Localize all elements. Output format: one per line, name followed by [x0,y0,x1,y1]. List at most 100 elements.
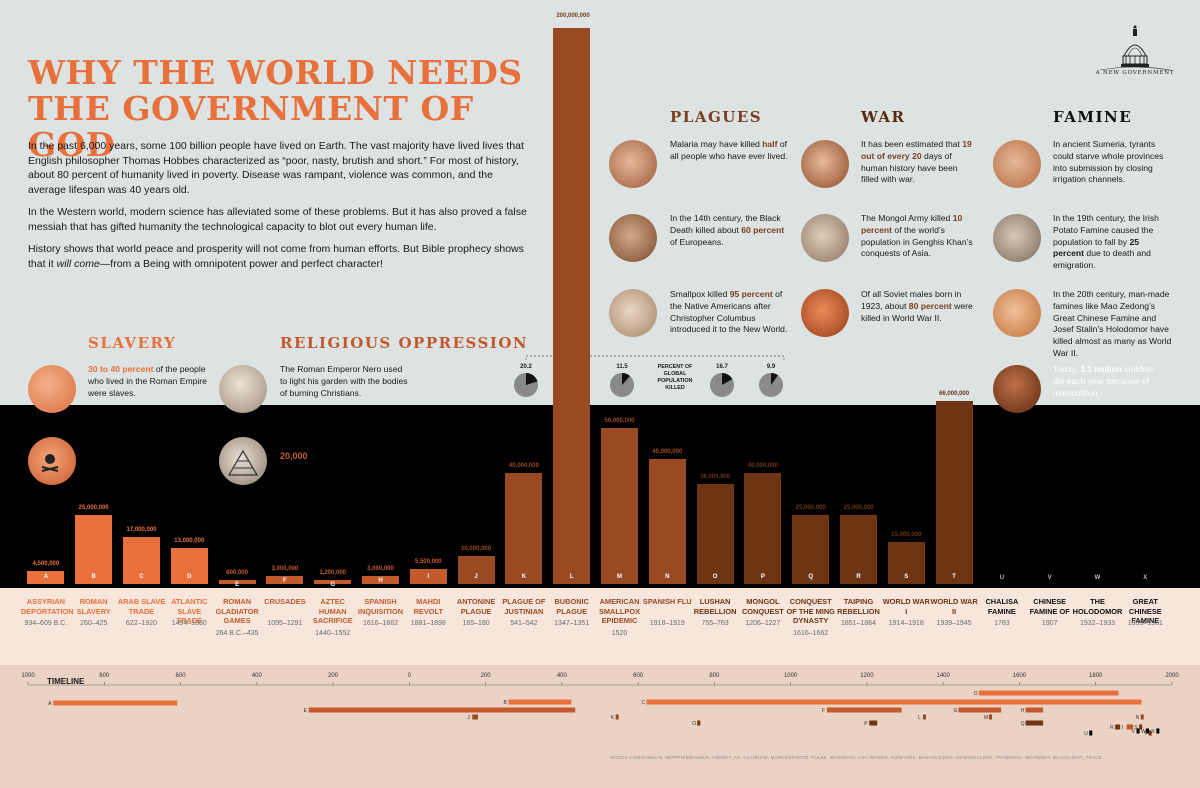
capitol-dome-icon [1099,25,1171,71]
pie-value: 16.7 [716,364,728,370]
category-name: BUBONIC PLAGUE [554,597,589,616]
category-name: MAHDI REVOLT [413,597,444,616]
timeline-span-n [1140,714,1144,720]
timeline-span-h [1025,707,1044,713]
bar-e [218,580,256,584]
intro-p3-b: —from a Being with omnipotent power and … [99,257,383,270]
pie-slice [771,373,778,385]
bar-b [75,514,113,584]
famine-f4-a: Today, [1053,364,1081,374]
timeline-span-letter: L [918,715,921,721]
category-date: 622–1920 [125,620,158,627]
bar-n [648,458,686,584]
plagues-f3-b: of the Native Americans after Christophe… [670,289,788,335]
timeline-span-p [869,720,878,726]
slavery-fact-highlight: 30 to 40 percent [88,364,154,374]
plagues-fact-1: Malaria may have killed half of all peop… [670,139,790,163]
page-title: WHY THE WORLD NEEDS THE GOVERNMENT OF GO… [28,55,568,163]
bar-t [935,400,973,584]
timeline-span-letter: J [467,715,470,721]
wheat-field-icon [993,289,1041,337]
bar-j [457,556,495,584]
category-name: ROMAN GLADIATOR GAMES [215,597,259,625]
religious-fact: The Roman Emperor Nero used to light his… [280,364,408,398]
war-f2-hl: 10 percent [861,213,963,235]
bar-value-label: 13,000,000 [174,537,205,544]
bar-value-label: 25,000,000 [78,504,109,511]
intro-text: In the past 6,000 years, some 100 billio… [28,139,528,279]
bar-value-label: 1,200,000 [319,570,347,576]
title-line-2: THE GOVERNMENT OF GOD [28,89,474,164]
bar-o [696,483,734,584]
bar-letter: W [1094,575,1101,581]
war-f1-hl: 19 out of every 20 [861,139,972,161]
bar-value-label: 17,000,000 [126,526,157,533]
category-name: SPANISH INQUISITION [357,597,404,616]
timeline-span-a [53,700,178,706]
bar-s [887,542,925,584]
famine-fact-4: Today, 3.1 million children die each yea… [1053,364,1168,399]
potatoes-icon [993,214,1041,262]
category-name: PLAGUE OF JUSTINIAN [502,597,546,616]
aztec-pyramid-icon [219,437,267,485]
category-date: 1616–1662 [793,629,829,637]
category-date: 1347–1351 [554,620,590,627]
timeline-span-letter: E [304,708,308,714]
famine-fact-1: In ancient Sumeria, tyrants could starve… [1053,139,1164,185]
timeline-span-letter: G [953,708,957,714]
ship-icon [609,289,657,337]
bar-g [314,580,352,584]
bar-value-label: 66,000,000 [939,390,970,397]
category-date: 1881–1898 [410,620,446,627]
timeline-tick-label: 600 [633,673,644,679]
timeline-span-letter: R [1110,725,1114,731]
timeline-span-letter: A [48,701,52,707]
timeline-span-v [1136,728,1140,734]
bar-top-label: 200,000,000 [556,13,590,19]
timeline-tick-label: 2000 [1165,673,1179,679]
timeline-span-s [1139,724,1143,730]
title-line-1: WHY THE WORLD NEEDS [28,53,523,92]
plagues-f1-a: Malaria may have killed [670,139,763,149]
bar-value-label: 15,000,000 [891,532,922,539]
war-fact-3: Of all Soviet males born in 1923, about … [861,289,973,324]
category-name: THE HOLODOMOR [1072,597,1123,616]
war-heading: WAR [861,108,906,126]
plagues-f1-hl: half [762,139,778,149]
bar-value-label: 4,500,000 [32,561,60,568]
war-f2-a: The Mongol Army killed [861,213,953,223]
timeline-label: TIMELINE [47,677,85,686]
war-f2-b: of the world’s population in Genghis Kha… [861,224,973,259]
pie-slice [722,373,733,385]
category-date: 934–609 B.C. [24,620,68,627]
bar-letter: J [474,574,478,580]
category-name: ROMAN SLAVERY [76,597,111,616]
timeline-span-k [615,714,619,720]
category-date: 1959–1961 [1127,620,1163,627]
timeline-span-t [1148,730,1152,736]
timeline-span-b [508,699,572,705]
bar-c [123,536,160,584]
plagues-f2-b: of Europeans. [670,236,724,247]
logo-caption: A NEW GOVERNMENT [1095,70,1175,76]
bar-letter: U [999,575,1005,581]
timeline-span-letter: T [1144,731,1147,737]
bar-letter: N [665,574,670,580]
intro-paragraph-3: History shows that world peace and prosp… [28,242,528,271]
timeline-span-g [958,707,1002,713]
timeline-tick-label: 800 [709,673,720,679]
timeline-tick-label: 400 [251,673,262,679]
category-date: 1932–1933 [1079,620,1116,627]
category-date: 1783 [994,620,1010,627]
timeline-tick-label: 400 [556,673,567,679]
category-name: ASSYRIAN DEPORTATION [20,597,74,616]
timeline-span-letter: X [1151,729,1155,735]
category-date: 264 B.C.–435 [215,629,259,637]
category-name: CRUSADES [264,597,306,606]
category-date: 1440–1552 [315,629,351,637]
bar-value-label: 40,000,000 [508,462,539,469]
chained-hands-icon [28,365,76,413]
bar-d [170,547,208,584]
bar-value-label: 56,000,000 [604,418,635,425]
timeline-span-letter: O [692,721,696,727]
